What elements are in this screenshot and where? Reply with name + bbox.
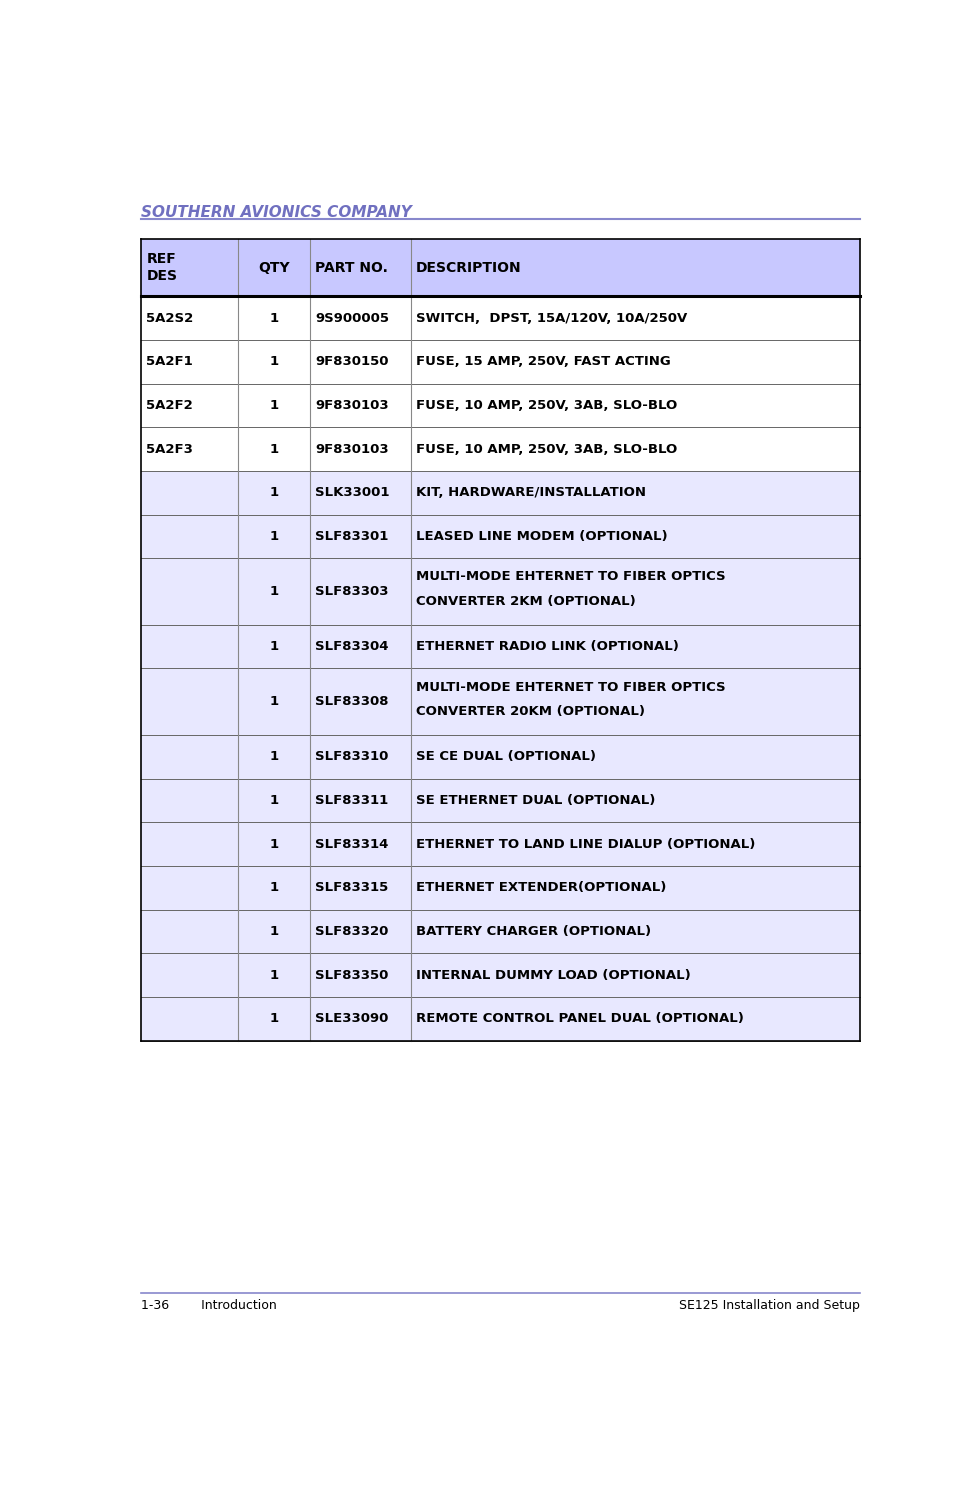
Text: SLF83311: SLF83311: [316, 794, 389, 807]
Bar: [141, 668, 861, 736]
Bar: [141, 471, 861, 515]
Bar: [141, 736, 861, 779]
Text: 1: 1: [270, 355, 278, 369]
Bar: [141, 625, 861, 668]
Text: 1: 1: [270, 837, 278, 850]
Bar: [141, 383, 861, 427]
Text: 1: 1: [270, 925, 278, 938]
Bar: [141, 515, 861, 558]
Text: 1: 1: [270, 794, 278, 807]
Text: 1: 1: [270, 585, 278, 598]
Text: 1: 1: [270, 695, 278, 709]
Bar: [141, 997, 861, 1041]
Text: SLK33001: SLK33001: [316, 486, 390, 500]
Text: SOUTHERN AVIONICS COMPANY: SOUTHERN AVIONICS COMPANY: [141, 206, 411, 221]
Text: PART NO.: PART NO.: [316, 261, 388, 275]
Text: 9F830103: 9F830103: [316, 443, 389, 455]
Text: 1: 1: [270, 398, 278, 412]
Text: ETHERNET EXTENDER(OPTIONAL): ETHERNET EXTENDER(OPTIONAL): [416, 882, 666, 894]
Text: REMOTE CONTROL PANEL DUAL (OPTIONAL): REMOTE CONTROL PANEL DUAL (OPTIONAL): [416, 1013, 743, 1025]
Text: 5A2S2: 5A2S2: [147, 312, 193, 325]
Text: 1: 1: [270, 882, 278, 894]
Bar: [141, 822, 861, 865]
Text: 1: 1: [270, 530, 278, 543]
Text: KIT, HARDWARE/INSTALLATION: KIT, HARDWARE/INSTALLATION: [416, 486, 646, 500]
Text: SLF83308: SLF83308: [316, 695, 389, 709]
Text: LEASED LINE MODEM (OPTIONAL): LEASED LINE MODEM (OPTIONAL): [416, 530, 667, 543]
Bar: [141, 340, 861, 383]
Text: FUSE, 15 AMP, 250V, FAST ACTING: FUSE, 15 AMP, 250V, FAST ACTING: [416, 355, 671, 369]
Text: SLF83314: SLF83314: [316, 837, 389, 850]
Bar: [141, 953, 861, 997]
Text: SE CE DUAL (OPTIONAL): SE CE DUAL (OPTIONAL): [416, 750, 596, 764]
Text: 1: 1: [270, 750, 278, 764]
Text: MULTI-MODE EHTERNET TO FIBER OPTICS: MULTI-MODE EHTERNET TO FIBER OPTICS: [416, 570, 726, 583]
Text: SLF83310: SLF83310: [316, 750, 389, 764]
Bar: [141, 865, 861, 910]
Text: 1: 1: [270, 1013, 278, 1025]
Text: INTERNAL DUMMY LOAD (OPTIONAL): INTERNAL DUMMY LOAD (OPTIONAL): [416, 968, 691, 982]
Bar: [141, 297, 861, 340]
Bar: [141, 558, 861, 625]
Text: SE125 Installation and Setup: SE125 Installation and Setup: [679, 1300, 861, 1311]
Bar: [141, 427, 861, 471]
Text: 9F830103: 9F830103: [316, 398, 389, 412]
Text: MULTI-MODE EHTERNET TO FIBER OPTICS: MULTI-MODE EHTERNET TO FIBER OPTICS: [416, 680, 726, 694]
Text: SWITCH,  DPST, 15A/120V, 10A/250V: SWITCH, DPST, 15A/120V, 10A/250V: [416, 312, 688, 325]
Text: 5A2F1: 5A2F1: [147, 355, 193, 369]
Text: 5A2F2: 5A2F2: [147, 398, 193, 412]
Text: CONVERTER 20KM (OPTIONAL): CONVERTER 20KM (OPTIONAL): [416, 706, 645, 718]
Text: FUSE, 10 AMP, 250V, 3AB, SLO-BLO: FUSE, 10 AMP, 250V, 3AB, SLO-BLO: [416, 443, 677, 455]
Text: SLF83320: SLF83320: [316, 925, 389, 938]
Text: 1: 1: [270, 640, 278, 653]
Text: SLF83304: SLF83304: [316, 640, 389, 653]
Text: DESCRIPTION: DESCRIPTION: [416, 261, 522, 275]
Text: SLF83303: SLF83303: [316, 585, 389, 598]
Bar: [141, 239, 861, 297]
Bar: [141, 779, 861, 822]
Text: 1: 1: [270, 443, 278, 455]
Text: SLF83315: SLF83315: [316, 882, 389, 894]
Text: FUSE, 10 AMP, 250V, 3AB, SLO-BLO: FUSE, 10 AMP, 250V, 3AB, SLO-BLO: [416, 398, 677, 412]
Text: 9S900005: 9S900005: [316, 312, 390, 325]
Text: SLE33090: SLE33090: [316, 1013, 389, 1025]
Text: ETHERNET RADIO LINK (OPTIONAL): ETHERNET RADIO LINK (OPTIONAL): [416, 640, 679, 653]
Text: 5A2F3: 5A2F3: [147, 443, 193, 455]
Text: SLF83301: SLF83301: [316, 530, 389, 543]
Text: 1: 1: [270, 312, 278, 325]
Text: ETHERNET TO LAND LINE DIALUP (OPTIONAL): ETHERNET TO LAND LINE DIALUP (OPTIONAL): [416, 837, 755, 850]
Text: QTY: QTY: [258, 261, 290, 275]
Bar: [141, 910, 861, 953]
Text: SLF83350: SLF83350: [316, 968, 389, 982]
Text: 9F830150: 9F830150: [316, 355, 389, 369]
Text: CONVERTER 2KM (OPTIONAL): CONVERTER 2KM (OPTIONAL): [416, 595, 636, 607]
Text: SE ETHERNET DUAL (OPTIONAL): SE ETHERNET DUAL (OPTIONAL): [416, 794, 656, 807]
Text: 1: 1: [270, 968, 278, 982]
Text: 1-36        Introduction: 1-36 Introduction: [141, 1300, 276, 1311]
Text: REF
DES: REF DES: [147, 252, 178, 283]
Text: BATTERY CHARGER (OPTIONAL): BATTERY CHARGER (OPTIONAL): [416, 925, 652, 938]
Text: 1: 1: [270, 486, 278, 500]
